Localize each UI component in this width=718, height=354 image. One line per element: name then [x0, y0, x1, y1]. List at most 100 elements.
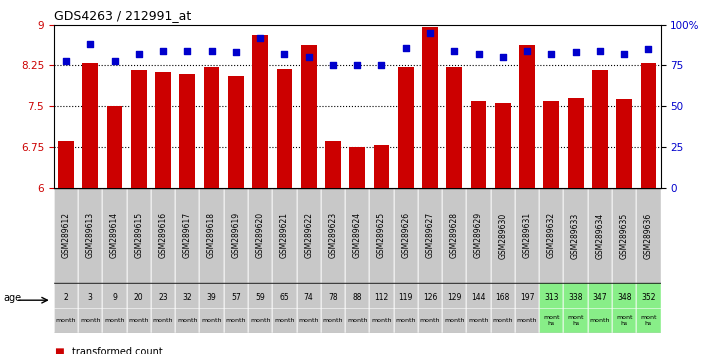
Text: 313: 313 [544, 292, 559, 302]
Bar [418, 283, 442, 333]
Text: mont
hs: mont hs [567, 315, 584, 326]
Text: month: month [517, 318, 537, 323]
Point [449, 48, 460, 54]
Point [206, 48, 218, 54]
Text: GSM289625: GSM289625 [377, 212, 386, 258]
Bar [568, 98, 584, 188]
Text: GSM289612: GSM289612 [62, 212, 70, 258]
Text: month: month [396, 318, 416, 323]
Text: month: month [299, 318, 319, 323]
Bar [467, 283, 490, 333]
Text: GSM289613: GSM289613 [85, 212, 95, 258]
Bar [495, 103, 510, 188]
Bar [83, 63, 98, 188]
Text: 3: 3 [88, 292, 93, 302]
Bar [224, 283, 248, 333]
Bar [442, 188, 467, 283]
Bar [248, 188, 272, 283]
Bar [301, 45, 317, 188]
Point [400, 45, 411, 50]
Text: 78: 78 [328, 292, 337, 302]
Text: GSM289633: GSM289633 [571, 212, 580, 258]
Bar [640, 63, 656, 188]
Text: month: month [589, 318, 610, 323]
Text: month: month [322, 318, 343, 323]
Text: 74: 74 [304, 292, 314, 302]
Text: month: month [225, 318, 246, 323]
Text: 32: 32 [182, 292, 192, 302]
Bar [442, 283, 467, 333]
Text: GSM289624: GSM289624 [353, 212, 362, 258]
Text: month: month [250, 318, 271, 323]
Bar [103, 188, 126, 283]
Bar [519, 45, 535, 188]
Text: GSM289627: GSM289627 [426, 212, 434, 258]
Text: GSM289626: GSM289626 [401, 212, 410, 258]
Point [618, 51, 630, 57]
Bar [350, 147, 365, 188]
Text: GDS4263 / 212991_at: GDS4263 / 212991_at [54, 9, 191, 22]
Bar [588, 283, 612, 333]
Bar [369, 188, 393, 283]
Point [85, 41, 96, 47]
Point [230, 50, 241, 55]
Bar [544, 101, 559, 188]
Bar [447, 67, 462, 188]
Bar [564, 188, 588, 283]
Bar [636, 188, 661, 283]
Text: month: month [468, 318, 489, 323]
Bar [325, 142, 341, 188]
Bar [175, 188, 200, 283]
Bar [78, 188, 103, 283]
Bar [393, 188, 418, 283]
Text: 2: 2 [64, 292, 68, 302]
Bar [252, 35, 268, 188]
Point [157, 48, 169, 54]
Text: GSM289616: GSM289616 [159, 212, 167, 258]
Text: month: month [153, 318, 173, 323]
Text: 347: 347 [592, 292, 607, 302]
Text: GSM289630: GSM289630 [498, 212, 508, 258]
Bar [155, 72, 171, 188]
Text: GSM289628: GSM289628 [449, 212, 459, 258]
Text: month: month [129, 318, 149, 323]
Text: month: month [274, 318, 294, 323]
Text: GSM289617: GSM289617 [183, 212, 192, 258]
Point [521, 48, 533, 54]
Point [473, 51, 485, 57]
Point [182, 48, 193, 54]
Bar [228, 76, 243, 188]
Bar [54, 283, 78, 333]
Text: GSM289632: GSM289632 [547, 212, 556, 258]
Text: month: month [104, 318, 125, 323]
Bar [369, 283, 393, 333]
Text: GSM289621: GSM289621 [280, 212, 289, 258]
Bar [272, 188, 297, 283]
Text: month: month [371, 318, 392, 323]
Bar [588, 188, 612, 283]
Text: month: month [80, 318, 101, 323]
Bar [204, 67, 220, 188]
Text: 65: 65 [279, 292, 289, 302]
Text: ■: ■ [54, 347, 64, 354]
Bar [200, 283, 224, 333]
Bar [636, 283, 661, 333]
Text: GSM289629: GSM289629 [474, 212, 483, 258]
Text: month: month [347, 318, 368, 323]
Text: GSM289615: GSM289615 [134, 212, 144, 258]
Text: GSM289620: GSM289620 [256, 212, 265, 258]
Text: month: month [201, 318, 222, 323]
Point [424, 30, 436, 36]
Bar [616, 99, 632, 188]
Bar [490, 188, 515, 283]
Bar [418, 188, 442, 283]
Text: month: month [493, 318, 513, 323]
Bar [151, 283, 175, 333]
Bar [345, 188, 369, 283]
Text: mont
hs: mont hs [616, 315, 633, 326]
Point [254, 35, 266, 41]
Bar [297, 188, 321, 283]
Bar [422, 28, 438, 188]
Bar [200, 188, 224, 283]
Text: month: month [56, 318, 76, 323]
